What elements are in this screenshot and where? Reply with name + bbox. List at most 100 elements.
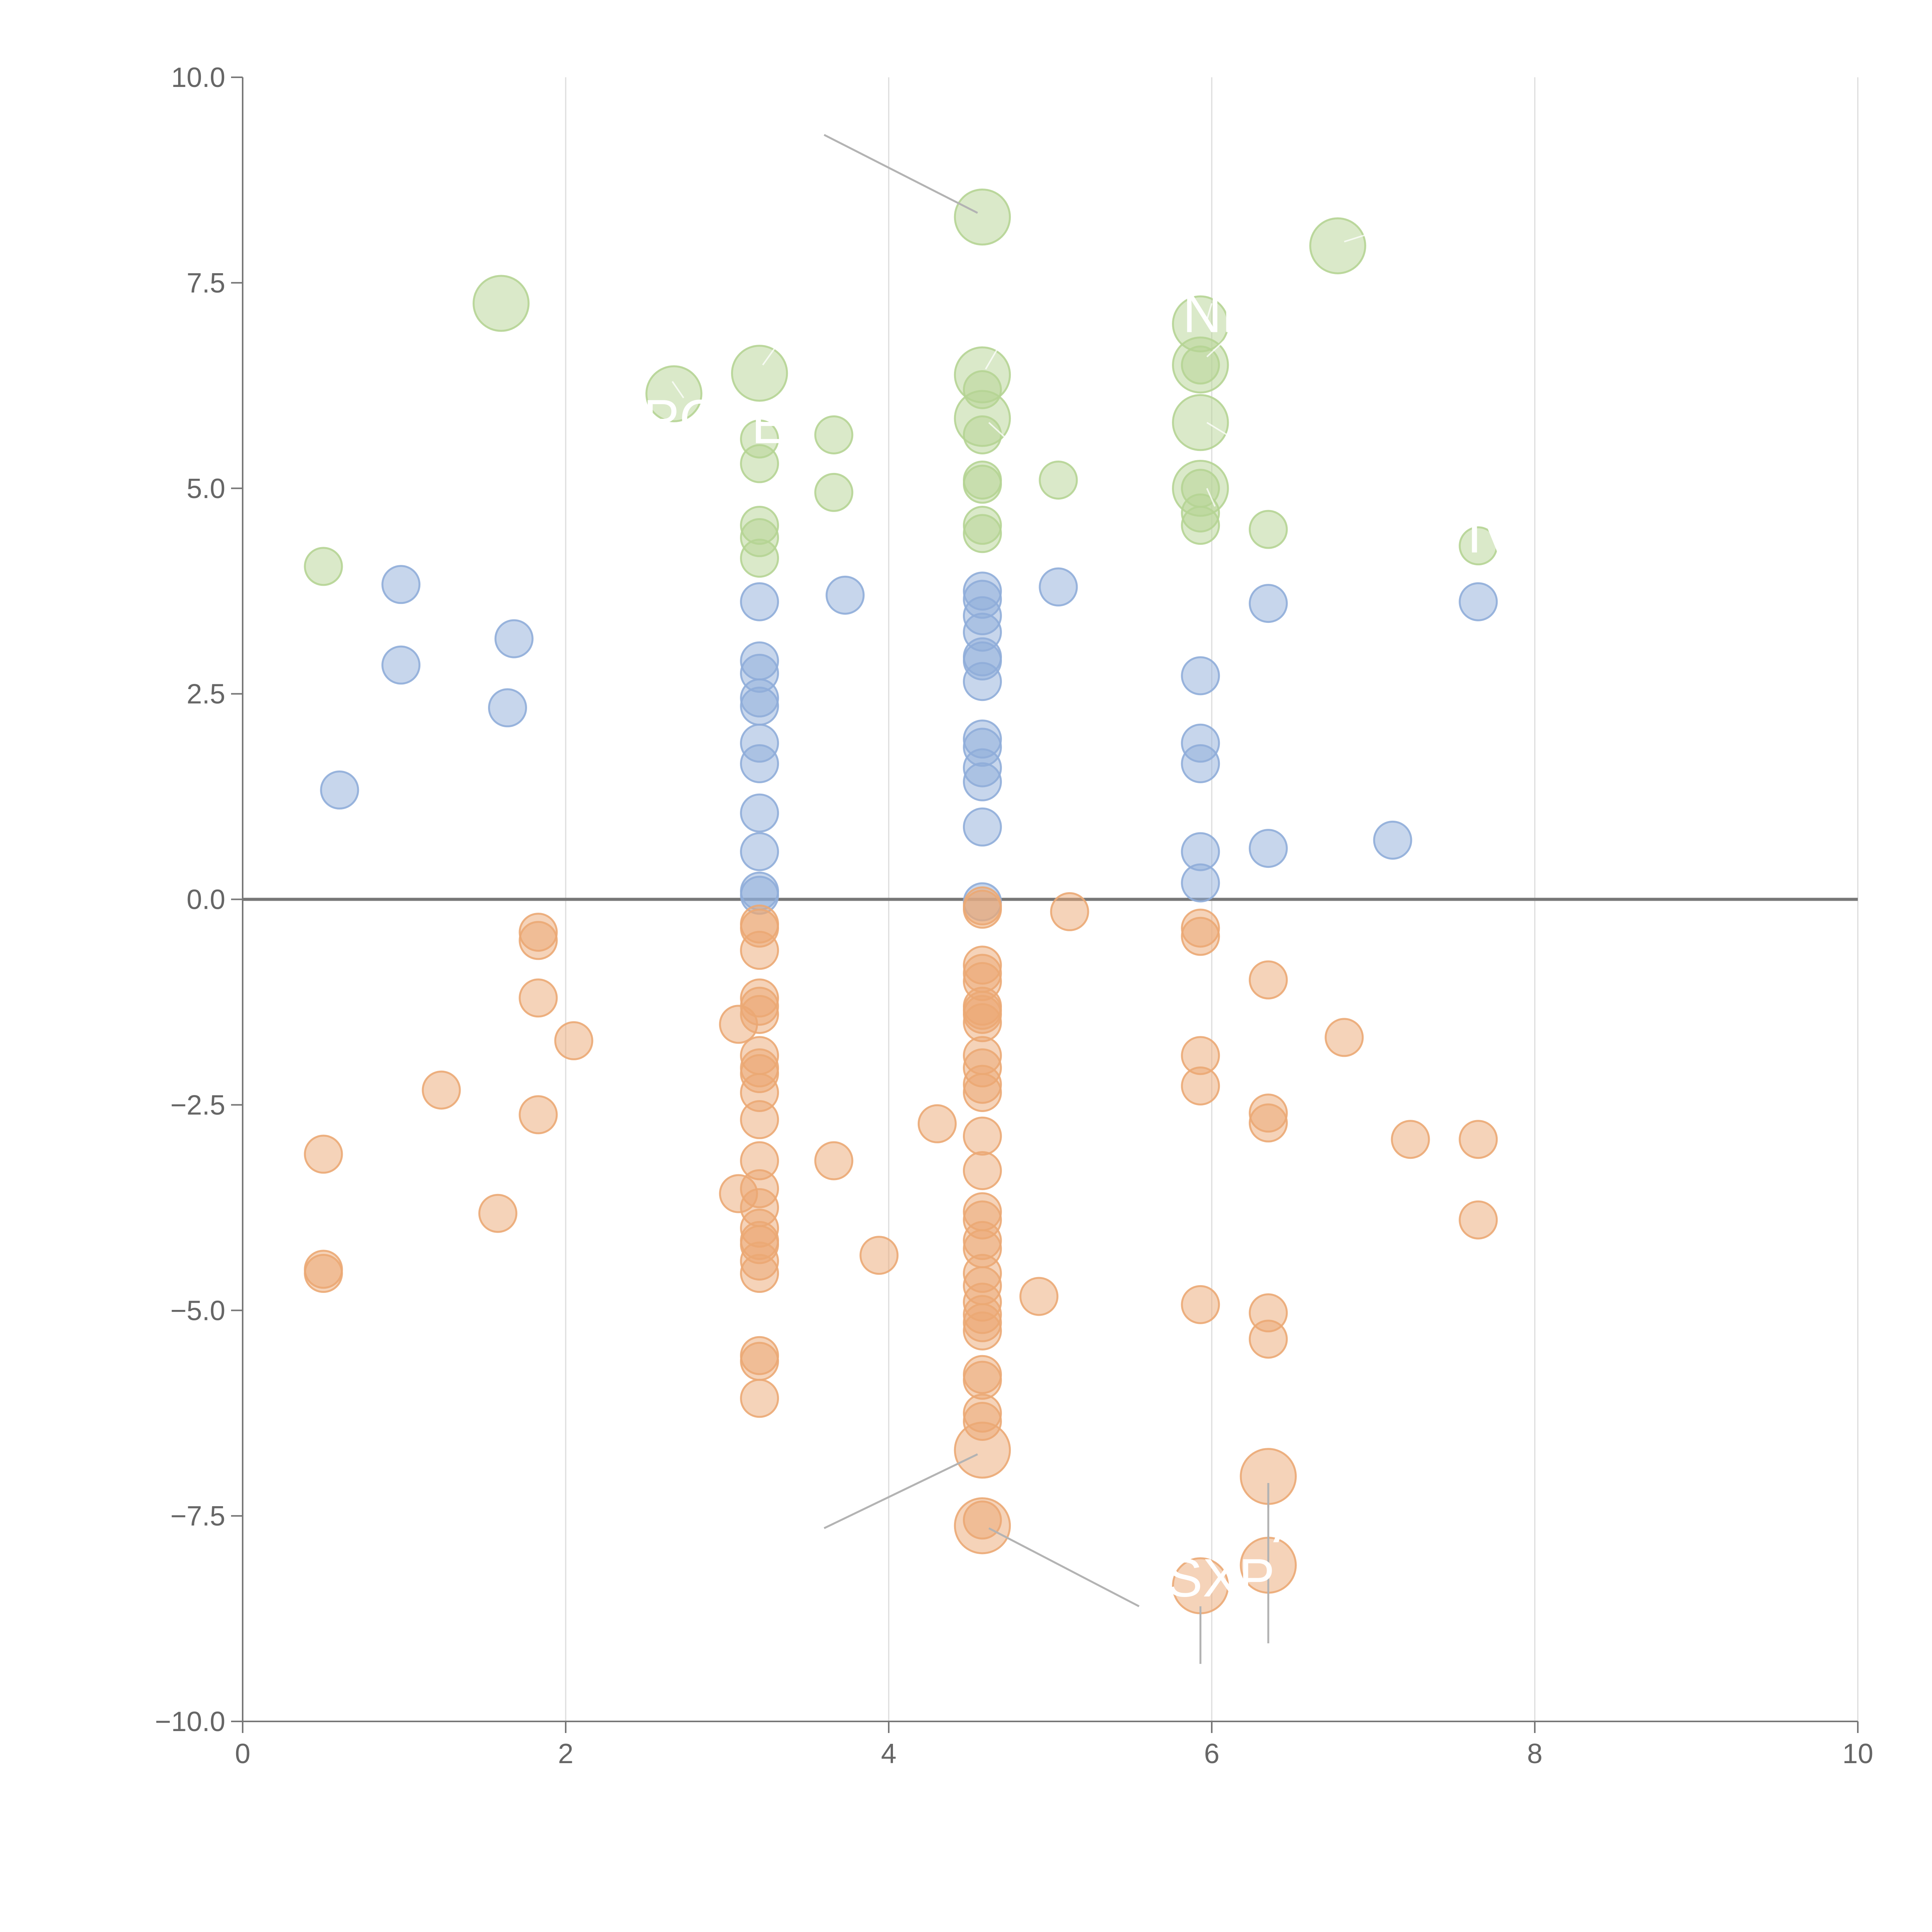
orange-point	[859, 1236, 899, 1275]
point-label: IV	[1467, 503, 1518, 564]
orange-point	[1248, 1103, 1288, 1143]
orange-point	[954, 1422, 1011, 1479]
y-tick-label: 10.0	[171, 62, 225, 93]
orange-point	[963, 1003, 1002, 1043]
orange-point	[1325, 1018, 1364, 1057]
green-point	[1248, 510, 1288, 549]
blue-point	[320, 770, 359, 810]
orange-point	[917, 1104, 957, 1143]
point-label: E	[752, 394, 787, 455]
blue-point	[1181, 863, 1220, 903]
blue-point	[381, 565, 421, 604]
point-label: SXP	[1167, 1548, 1275, 1608]
orange-point	[814, 1141, 854, 1180]
leader-line-inner	[1206, 422, 1232, 438]
orange-point	[304, 1254, 343, 1293]
green-point	[740, 539, 779, 578]
point-label: A	[1273, 1493, 1310, 1554]
orange-point	[422, 1070, 461, 1110]
green-point	[645, 365, 702, 422]
green-point	[473, 275, 530, 332]
orange-point	[1181, 1066, 1220, 1105]
leader-line-inner	[672, 381, 684, 398]
blue-point	[740, 582, 779, 621]
x-tick-label: 4	[881, 1738, 896, 1769]
orange-point	[963, 889, 1002, 929]
orange-point	[304, 1134, 343, 1174]
orange-point	[554, 1021, 594, 1060]
green-point	[814, 415, 854, 454]
green-point	[1181, 345, 1220, 385]
blue-point	[740, 687, 779, 726]
x-tick-label: 0	[235, 1738, 250, 1769]
y-tick-label: −2.5	[170, 1090, 225, 1121]
orange-point	[1019, 1277, 1059, 1316]
leader-line	[823, 1453, 978, 1529]
orange-point	[1248, 1320, 1288, 1359]
leader-line-inner	[988, 422, 1006, 438]
y-tick-label: −7.5	[170, 1501, 225, 1532]
green-point	[731, 345, 788, 402]
orange-point	[1181, 917, 1220, 956]
orange-point	[1248, 960, 1288, 1000]
blue-point	[488, 688, 527, 728]
orange-point	[954, 1497, 1011, 1554]
green-point	[963, 464, 1002, 504]
orange-point	[478, 1194, 517, 1233]
leader-line-inner	[1206, 488, 1216, 507]
blue-point	[381, 645, 421, 685]
y-tick-label: 7.5	[187, 268, 225, 299]
leader-line-inner	[762, 346, 777, 366]
blue-point	[1039, 567, 1078, 607]
leader-line	[823, 134, 978, 214]
blue-point	[963, 762, 1002, 801]
green-point	[1172, 394, 1229, 451]
orange-point	[963, 1116, 1002, 1156]
orange-point	[740, 1379, 779, 1418]
leader-line-inner	[1206, 340, 1225, 357]
data-points-layer	[304, 188, 1498, 1614]
y-tick-label: 0.0	[187, 884, 225, 915]
orange-point	[963, 1311, 1002, 1350]
y-tick-label: 5.0	[187, 473, 225, 504]
blue-point	[740, 832, 779, 871]
leader-lines-layer	[672, 134, 1371, 1664]
blue-point	[825, 575, 865, 615]
orange-point	[963, 1073, 1002, 1112]
blue-point	[1248, 584, 1288, 623]
green-point	[963, 370, 1002, 409]
x-tick-label: 8	[1527, 1738, 1543, 1769]
green-point	[1039, 460, 1078, 500]
axes-layer: 0 2 4 6 8 10 10.0 7.5 5.0 2.5 0.0 −2.5 −5.0 −7.5 −10.0	[155, 62, 1873, 1769]
x-tick-label: 2	[558, 1738, 573, 1769]
blue-point	[740, 744, 779, 783]
leader-line-inner	[1344, 233, 1371, 243]
green-point	[963, 415, 1002, 454]
leader-line-inner	[985, 346, 999, 370]
orange-point	[519, 1095, 558, 1134]
leader-line	[988, 1527, 1140, 1607]
orange-point	[519, 921, 558, 960]
green-point	[954, 188, 1011, 246]
y-tick-label: −5.0	[170, 1295, 225, 1326]
point-label: PC	[643, 388, 718, 449]
orange-point	[740, 930, 779, 970]
blue-point	[740, 793, 779, 833]
blue-point	[1248, 829, 1288, 868]
orange-point	[740, 1342, 779, 1381]
blue-point	[1181, 656, 1220, 696]
green-point	[814, 473, 854, 512]
x-tick-label: 6	[1204, 1738, 1219, 1769]
blue-point	[1459, 582, 1498, 621]
leader-line-inner	[1206, 303, 1213, 320]
green-point	[1181, 505, 1220, 545]
orange-point	[740, 1254, 779, 1293]
blue-point	[494, 619, 534, 658]
green-point	[1309, 217, 1366, 274]
green-point	[1459, 526, 1498, 566]
orange-point	[1181, 1285, 1220, 1324]
green-point	[963, 514, 1002, 553]
